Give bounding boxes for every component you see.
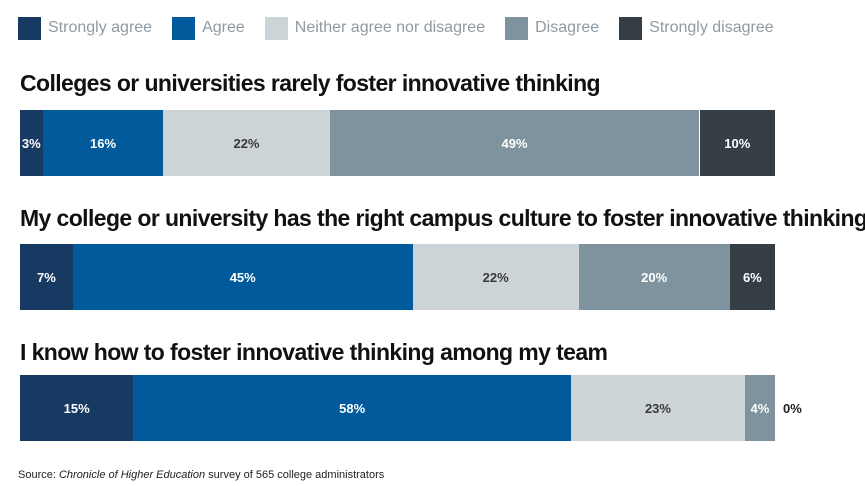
source-prefix: Source: [18, 469, 59, 481]
bar-segment: 23% [571, 375, 745, 441]
legend-item: Neither agree nor disagree [264, 16, 486, 40]
stacked-bar: 15% 58% 23% 4% 0% [20, 375, 802, 441]
legend-swatch [172, 16, 196, 40]
bar-segment: 4% [744, 375, 775, 441]
legend-swatch [619, 16, 643, 40]
source-publication: Chronicle of Higher Education [58, 469, 206, 481]
legend-item: Strongly agree [18, 16, 153, 40]
data-label: 22% [482, 269, 509, 285]
bar-segment: 49% [329, 110, 700, 176]
chart-title: Colleges or universities rarely foster i… [20, 70, 601, 96]
bar-segment: 15% [20, 375, 134, 441]
chart-title: I know how to foster innovative thinking… [20, 339, 608, 365]
bar-segment: 3% [20, 110, 43, 176]
chart-legend: Strongly agree Agree Neither agree nor dis… [18, 16, 794, 40]
data-label: 49% [501, 135, 528, 151]
data-label: 4% [750, 400, 770, 416]
data-label: 0% [783, 400, 802, 416]
data-label: 16% [90, 135, 117, 151]
stacked-bar: 3% 16% 22% 49% 10% [20, 110, 775, 176]
data-label: 15% [63, 400, 90, 416]
data-label: 10% [724, 135, 751, 151]
data-label: 58% [339, 400, 366, 416]
bar-segment: 22% [163, 110, 330, 176]
data-label: 7% [37, 269, 56, 285]
data-label: 22% [233, 135, 260, 151]
bar-segment: 58% [133, 375, 572, 441]
legend-item: Disagree [505, 16, 600, 40]
bar-segment: 20% [578, 244, 730, 310]
legend-label: Agree [202, 19, 245, 36]
data-label: 6% [742, 269, 762, 285]
bar-segment: 45% [72, 244, 413, 310]
legend-label: Strongly agree [48, 19, 153, 36]
data-label: 3% [21, 135, 41, 151]
legend-item: Strongly disagree [619, 16, 774, 40]
legend-swatch [18, 16, 41, 40]
data-label: 20% [641, 269, 668, 285]
bar-segment: 10% [699, 110, 775, 176]
bar-segment: 22% [412, 244, 579, 310]
legend-swatch [505, 16, 529, 40]
bar-segment: 16% [42, 110, 164, 176]
legend-item: Agree [172, 16, 245, 40]
data-label: 23% [644, 400, 671, 416]
legend-label: Neither agree nor disagree [294, 19, 486, 36]
chart-title: My college or university has the right c… [20, 205, 865, 231]
bar-segment: 7% [20, 244, 73, 310]
source-suffix: survey of 565 college administrators [205, 469, 385, 481]
stacked-bar: 7% 45% 22% 20% 6% [20, 244, 775, 310]
data-label: 45% [229, 269, 256, 285]
legend-label: Disagree [535, 19, 600, 36]
source-note: Source: Chronicle of Higher Education su… [18, 469, 384, 481]
legend-swatch [264, 16, 288, 40]
legend-label: Strongly disagree [649, 19, 774, 36]
bar-segment: 6% [729, 244, 775, 310]
